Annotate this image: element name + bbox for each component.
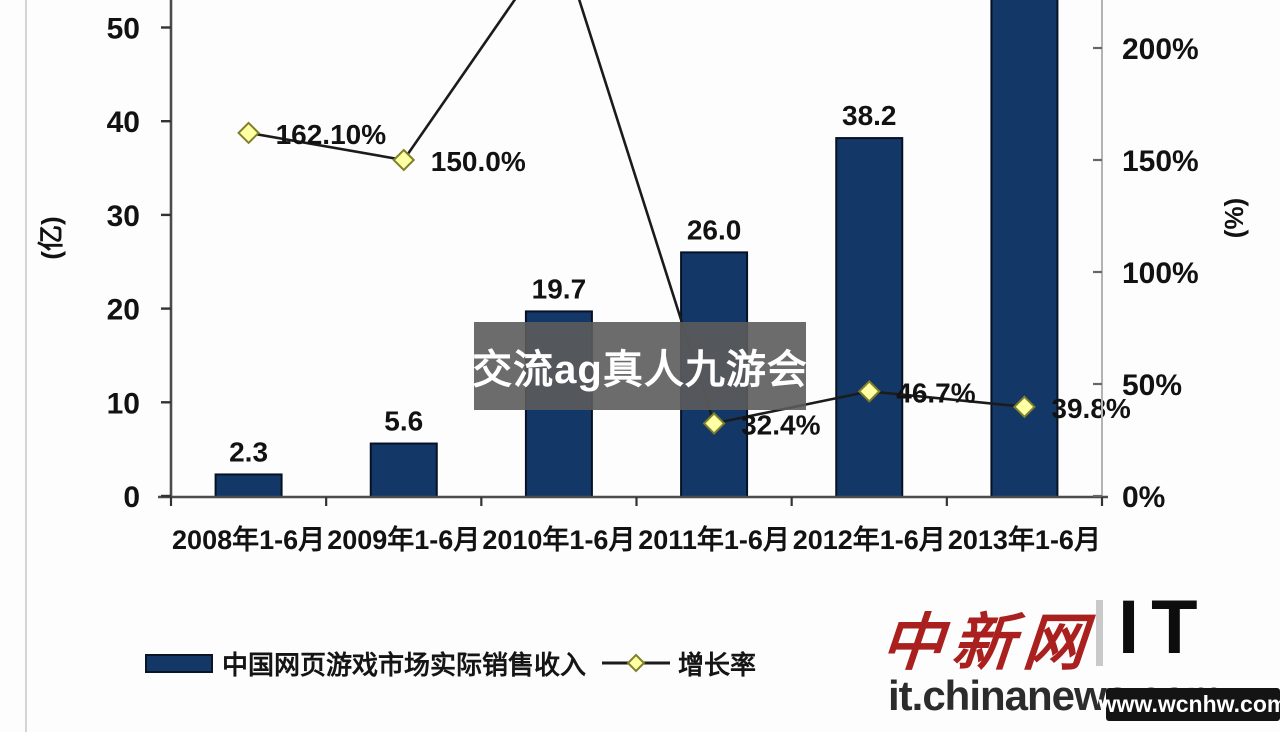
bar [990, 0, 1059, 499]
left-frame-line [25, 0, 27, 732]
watermark-overlay: 交流ag真人九游会 [472, 322, 808, 410]
diamond-marker [1013, 395, 1036, 419]
diamond-marker [237, 121, 260, 145]
x-category-label: 2012年1-6月 [793, 524, 946, 555]
chart-legend: 中国网页游戏市场实际销售收入 增长率 [145, 646, 756, 680]
right-tick-label: 50% [1122, 369, 1182, 402]
bar-value-label: 5.6 [384, 406, 423, 437]
watermark-text: 交流ag真人九游会 [472, 348, 808, 392]
growth-value-label: 39.8% [1051, 393, 1130, 424]
logo-divider [1096, 600, 1103, 666]
combo-chart: 2.3 5.6 19.7 26.0 38.2 162.10% 150.0% 32.4% 46.7… [36, 0, 1249, 555]
right-axis-unit: (%) [1219, 198, 1249, 238]
bar-value-label: 26.0 [687, 214, 742, 245]
growth-line [248, 0, 1025, 425]
growth-value-label: 32.4% [741, 409, 820, 440]
left-tick-label: 20 [107, 294, 140, 327]
diamond-marker [392, 148, 416, 172]
bar-value-label: 38.2 [842, 100, 897, 131]
growth-value-label: 162.10% [276, 119, 387, 150]
diamond-marker [857, 379, 881, 403]
x-category-label: 2009年1-6月 [327, 524, 480, 555]
bar-value-label: 19.7 [532, 273, 587, 304]
left-tick-label: 30 [107, 200, 140, 233]
left-axis-unit: (亿) [36, 216, 66, 259]
left-tick-label: 50 [107, 13, 140, 46]
bar-series-swatch [145, 653, 213, 673]
right-tick-label: 0% [1122, 481, 1165, 514]
bar [369, 442, 438, 499]
right-tick-label: 100% [1122, 257, 1199, 290]
x-category-label: 2013年1-6月 [948, 524, 1101, 555]
left-tick-label: 0 [123, 481, 140, 514]
growth-value-label: 46.7% [896, 377, 975, 408]
left-tick-label: 10 [107, 387, 140, 420]
right-tick-label: 150% [1122, 145, 1199, 178]
right-tick-label: 200% [1122, 33, 1199, 66]
x-category-label: 2010年1-6月 [482, 524, 635, 555]
bar [835, 137, 904, 498]
chinanews-logo: 中新网 [878, 610, 1098, 678]
bar-value-label: 2.3 [229, 436, 268, 467]
x-category-label: 2008年1-6月 [172, 524, 325, 555]
line-marker-icon [602, 653, 671, 673]
x-category-label: 2011年1-6月 [638, 524, 790, 555]
bar-series-label: 中国网页游戏市场实际销售收入 [222, 649, 587, 680]
left-tick-label: 40 [107, 106, 140, 139]
it-logo: IT [1118, 585, 1210, 670]
line-series-label: 增长率 [678, 649, 757, 680]
bar [214, 473, 283, 499]
growth-value-label: 150.0% [431, 146, 526, 177]
overlay-site-badge: www.wcnhw.com [1099, 688, 1280, 721]
diamond-marker [702, 412, 726, 435]
